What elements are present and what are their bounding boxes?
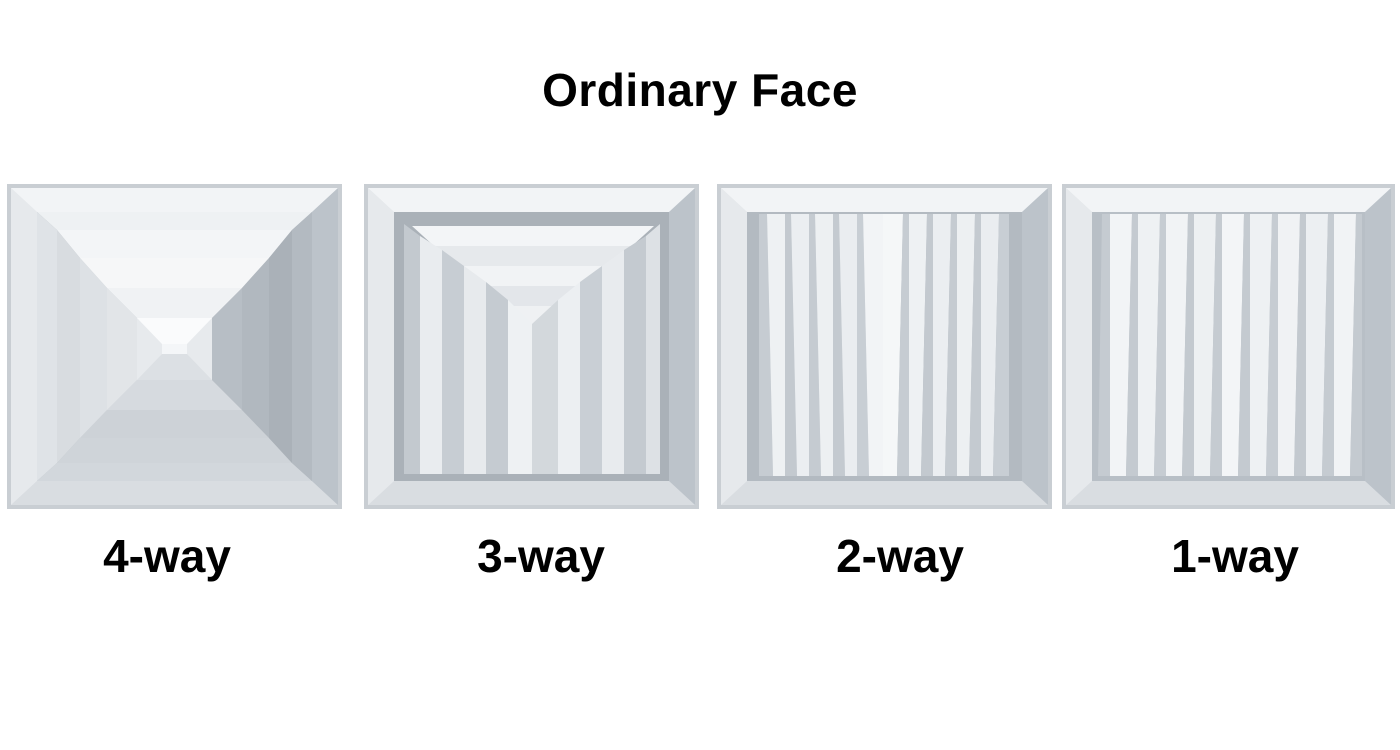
diffuser-2-way-graphic bbox=[717, 184, 1052, 509]
diffuser-1-way-graphic bbox=[1062, 184, 1395, 509]
diffuser-4-way-graphic bbox=[7, 184, 342, 509]
diffuser-3-way-graphic bbox=[364, 184, 699, 509]
diffuser-2-way-label: 2-way bbox=[836, 530, 964, 582]
diffuser-3-way-image bbox=[364, 184, 699, 509]
page-title: Ordinary Face bbox=[542, 64, 858, 116]
diffuser-1-way-label: 1-way bbox=[1171, 530, 1299, 582]
diffuser-1-way-image bbox=[1062, 184, 1395, 509]
diffuser-4-way-label: 4-way bbox=[103, 530, 231, 582]
diffuser-4-way-image bbox=[7, 184, 342, 509]
diffuser-2-way-image bbox=[717, 184, 1052, 509]
diffuser-3-way-label: 3-way bbox=[477, 530, 605, 582]
